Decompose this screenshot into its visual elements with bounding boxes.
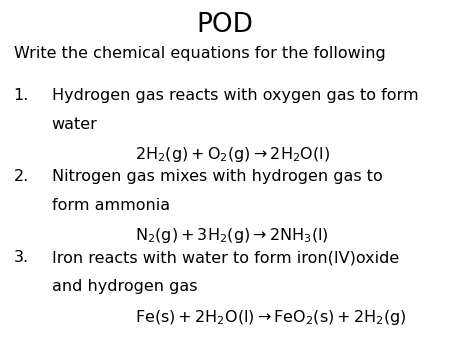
Text: 2.: 2. <box>14 169 29 184</box>
Text: 1.: 1. <box>14 88 29 103</box>
Text: $\mathrm{2H_2(g) + O_2(g) \rightarrow 2H_2O(l)}$: $\mathrm{2H_2(g) + O_2(g) \rightarrow 2H… <box>135 145 330 164</box>
Text: Write the chemical equations for the following: Write the chemical equations for the fol… <box>14 46 385 61</box>
Text: $\mathrm{Fe(s) + 2H_2O(l) \rightarrow FeO_2(s) + 2H_2(g)}$: $\mathrm{Fe(s) + 2H_2O(l) \rightarrow Fe… <box>135 308 407 327</box>
Text: Nitrogen gas mixes with hydrogen gas to: Nitrogen gas mixes with hydrogen gas to <box>52 169 382 184</box>
Text: form ammonia: form ammonia <box>52 198 170 213</box>
Text: Hydrogen gas reacts with oxygen gas to form: Hydrogen gas reacts with oxygen gas to f… <box>52 88 418 103</box>
Text: and hydrogen gas: and hydrogen gas <box>52 279 197 294</box>
Text: POD: POD <box>197 12 253 38</box>
Text: $\mathrm{N_2(g) + 3H_2(g) \rightarrow 2NH_3(l)}$: $\mathrm{N_2(g) + 3H_2(g) \rightarrow 2N… <box>135 226 328 245</box>
Text: 3.: 3. <box>14 250 29 265</box>
Text: Iron reacts with water to form iron(IV)oxide: Iron reacts with water to form iron(IV)o… <box>52 250 399 265</box>
Text: water: water <box>52 117 98 131</box>
